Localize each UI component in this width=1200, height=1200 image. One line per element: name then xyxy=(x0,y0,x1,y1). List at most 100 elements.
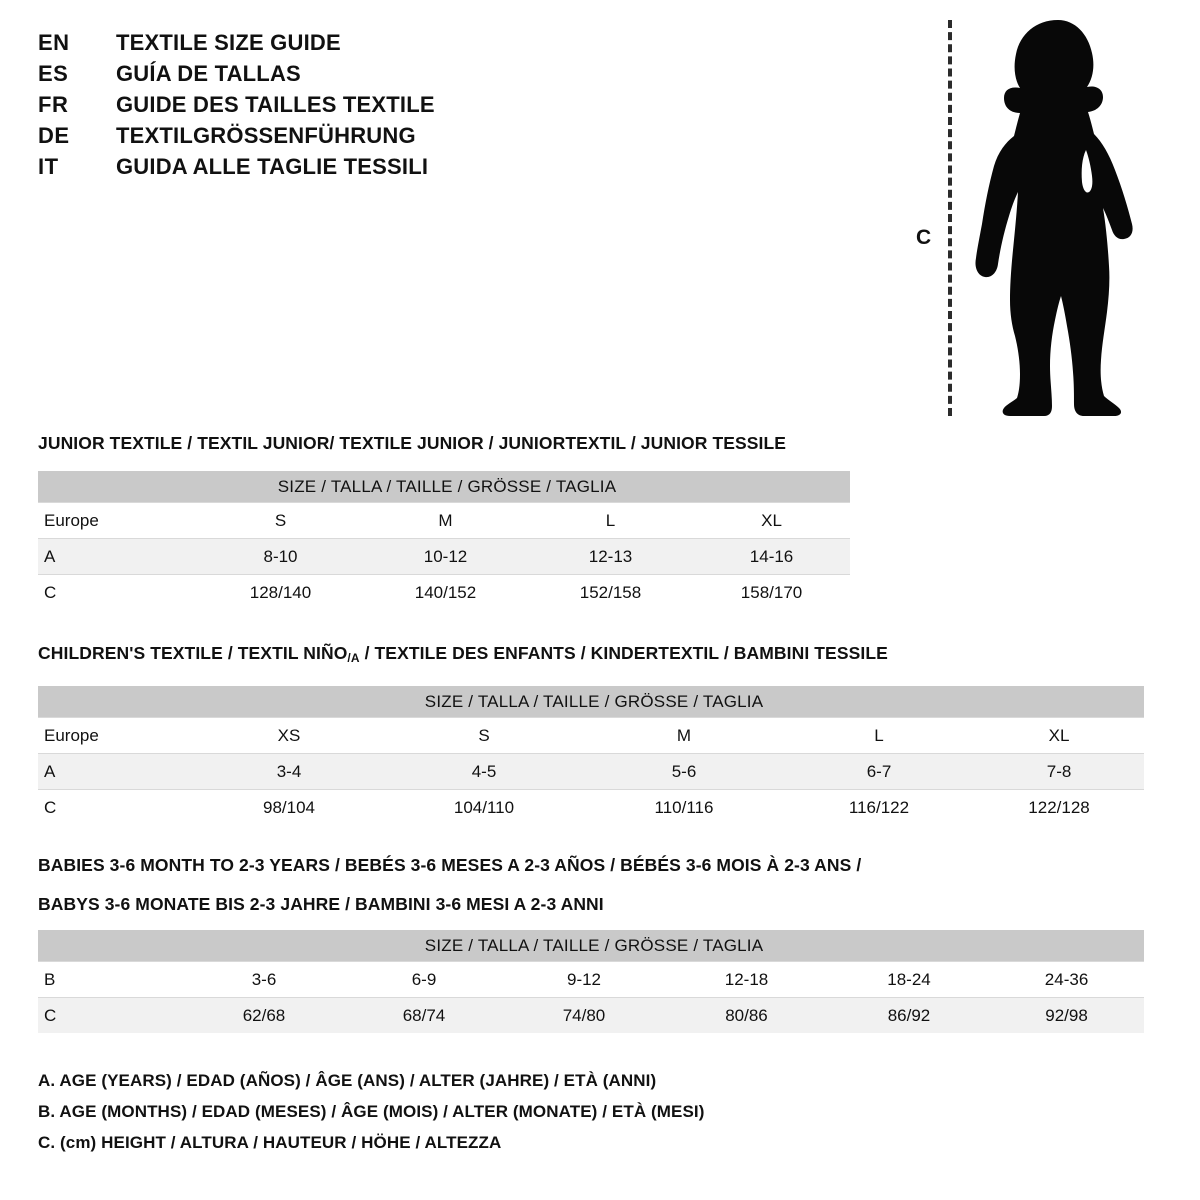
legend-line: B. AGE (MONTHS) / EDAD (MESES) / ÂGE (MO… xyxy=(38,1102,705,1121)
height-dashed-line xyxy=(948,20,952,416)
size-header-bar-label: SIZE / TALLA / TAILLE / GRÖSSE / TAGLIA xyxy=(424,935,764,955)
children-title-pre: CHILDREN'S TEXTILE / TEXTIL NIÑO xyxy=(38,643,348,663)
table-row: A 3-4 4-5 5-6 6-7 7-8 xyxy=(38,753,1145,790)
size-value-cell: 152/158 xyxy=(528,574,693,610)
height-diagram: C xyxy=(900,12,1160,422)
size-value-cell: 62/68 xyxy=(184,997,344,1033)
children-size-table: SIZE / TALLA / TAILLE / GRÖSSE / TAGLIA E… xyxy=(38,686,1145,825)
babies-section-title-line2: BABYS 3-6 MONATE BIS 2-3 JAHRE / BAMBINI… xyxy=(38,894,604,914)
language-title-list: EN TEXTILE SIZE GUIDE ES GUÍA DE TALLAS FR GU… xyxy=(38,30,598,185)
size-value-cell: 5-6 xyxy=(584,753,784,790)
size-value-cell: L xyxy=(784,717,974,754)
size-value-cell: 122/128 xyxy=(974,789,1145,825)
size-header-bar-cell: SIZE / TALLA / TAILLE / GRÖSSE / TAGLIA xyxy=(38,930,1145,962)
row-label-cell: Europe xyxy=(38,502,198,539)
table-row: C 128/140 140/152 152/158 158/170 xyxy=(38,574,851,610)
language-row: FR GUIDE DES TAILLES TEXTILE xyxy=(38,92,598,123)
table-row: B 3-6 6-9 9-12 12-18 18-24 24-36 xyxy=(38,961,1145,998)
language-guide-title: GUIDA ALLE TAGLIE TESSILI xyxy=(116,154,429,179)
size-value-cell: XL xyxy=(974,717,1145,754)
size-value-cell: S xyxy=(198,502,363,539)
language-guide-title: TEXTILGRÖSSENFÜHRUNG xyxy=(116,123,416,148)
table-row: Europe S M L XL xyxy=(38,502,851,539)
size-value-cell: 6-7 xyxy=(784,753,974,790)
table-row: A 8-10 10-12 12-13 14-16 xyxy=(38,538,851,575)
size-value-cell: 3-6 xyxy=(184,961,344,998)
language-row: DE TEXTILGRÖSSENFÜHRUNG xyxy=(38,123,598,154)
row-label-cell: C xyxy=(38,574,198,610)
size-value-cell: 12-18 xyxy=(664,961,829,998)
size-header-bar-cell: SIZE / TALLA / TAILLE / GRÖSSE / TAGLIA xyxy=(38,471,851,503)
size-value-cell: L xyxy=(528,502,693,539)
size-value-cell: 98/104 xyxy=(194,789,384,825)
children-title-post: / TEXTILE DES ENFANTS / KINDERTEXTIL / B… xyxy=(359,643,888,663)
language-code: DE xyxy=(38,123,70,148)
junior-size-table: SIZE / TALLA / TAILLE / GRÖSSE / TAGLIA E… xyxy=(38,471,851,610)
language-code: IT xyxy=(38,154,59,179)
size-value-cell: 86/92 xyxy=(829,997,989,1033)
language-guide-title: TEXTILE SIZE GUIDE xyxy=(116,30,341,55)
children-section-title: CHILDREN'S TEXTILE / TEXTIL NIÑO/A / TEX… xyxy=(38,640,1144,672)
size-header-bar-row: SIZE / TALLA / TAILLE / GRÖSSE / TAGLIA xyxy=(38,930,1145,962)
size-value-cell: 116/122 xyxy=(784,789,974,825)
size-value-cell: 80/86 xyxy=(664,997,829,1033)
language-guide-title: GUÍA DE TALLAS xyxy=(116,61,301,86)
size-value-cell: 68/74 xyxy=(344,997,504,1033)
size-value-cell: 104/110 xyxy=(384,789,584,825)
row-label-cell: C xyxy=(38,789,194,825)
size-value-cell: 24-36 xyxy=(989,961,1145,998)
size-value-cell: 3-4 xyxy=(194,753,384,790)
row-label-cell: Europe xyxy=(38,717,194,754)
language-code: ES xyxy=(38,61,69,86)
size-value-cell: 8-10 xyxy=(198,538,363,575)
row-label-cell: A xyxy=(38,753,194,790)
language-row: IT GUIDA ALLE TAGLIE TESSILI xyxy=(38,154,598,185)
legend-line: A. AGE (YEARS) / EDAD (AÑOS) / ÂGE (ANS)… xyxy=(38,1071,657,1090)
size-value-cell: M xyxy=(584,717,784,754)
table-row: C 62/68 68/74 74/80 80/86 86/92 92/98 xyxy=(38,997,1145,1033)
language-guide-title: GUIDE DES TAILLES TEXTILE xyxy=(116,92,435,117)
size-header-bar-row: SIZE / TALLA / TAILLE / GRÖSSE / TAGLIA xyxy=(38,471,851,503)
size-value-cell: 6-9 xyxy=(344,961,504,998)
junior-textile-section: JUNIOR TEXTILE / TEXTIL JUNIOR/ TEXTILE … xyxy=(38,430,851,610)
row-label-cell: A xyxy=(38,538,198,575)
language-code: EN xyxy=(38,30,70,55)
babies-section-title-line1: BABIES 3-6 MONTH TO 2-3 YEARS / BEBÉS 3-… xyxy=(38,855,862,875)
language-row: EN TEXTILE SIZE GUIDE xyxy=(38,30,598,61)
legend-line: C. (cm) HEIGHT / ALTURA / HAUTEUR / HÖHE… xyxy=(38,1133,502,1152)
size-value-cell: 10-12 xyxy=(363,538,528,575)
size-value-cell: S xyxy=(384,717,584,754)
size-header-bar-label: SIZE / TALLA / TAILLE / GRÖSSE / TAGLIA xyxy=(424,691,764,711)
size-value-cell: 158/170 xyxy=(693,574,851,610)
size-value-cell: 14-16 xyxy=(693,538,851,575)
size-header-bar-cell: SIZE / TALLA / TAILLE / GRÖSSE / TAGLIA xyxy=(38,686,1145,718)
table-row: C 98/104 104/110 110/116 116/122 122/128 xyxy=(38,789,1145,825)
height-label-c: C xyxy=(916,226,932,249)
babies-size-table: SIZE / TALLA / TAILLE / GRÖSSE / TAGLIA B… xyxy=(38,930,1145,1033)
row-label-cell: B xyxy=(38,961,184,998)
children-title-sub: /A xyxy=(347,651,360,665)
toddler-silhouette-icon xyxy=(975,20,1133,416)
size-value-cell: M xyxy=(363,502,528,539)
size-value-cell: 12-13 xyxy=(528,538,693,575)
size-value-cell: 18-24 xyxy=(829,961,989,998)
size-value-cell: 110/116 xyxy=(584,789,784,825)
size-header-bar-row: SIZE / TALLA / TAILLE / GRÖSSE / TAGLIA xyxy=(38,686,1145,718)
legend-list: A. AGE (YEARS) / EDAD (AÑOS) / ÂGE (ANS)… xyxy=(38,1065,705,1158)
size-value-cell: 92/98 xyxy=(989,997,1145,1033)
size-header-bar-label: SIZE / TALLA / TAILLE / GRÖSSE / TAGLIA xyxy=(277,476,617,496)
size-value-cell: 4-5 xyxy=(384,753,584,790)
size-value-cell: 7-8 xyxy=(974,753,1145,790)
junior-section-title: JUNIOR TEXTILE / TEXTIL JUNIOR/ TEXTILE … xyxy=(38,433,787,453)
children-textile-section: CHILDREN'S TEXTILE / TEXTIL NIÑO/A / TEX… xyxy=(38,640,1145,825)
size-value-cell: XS xyxy=(194,717,384,754)
language-row: ES GUÍA DE TALLAS xyxy=(38,61,598,92)
size-value-cell: 128/140 xyxy=(198,574,363,610)
babies-textile-section: BABIES 3-6 MONTH TO 2-3 YEARS / BEBÉS 3-… xyxy=(38,852,1145,1033)
size-value-cell: 9-12 xyxy=(504,961,664,998)
row-label-cell: C xyxy=(38,997,184,1033)
table-row: Europe XS S M L XL xyxy=(38,717,1145,754)
language-code: FR xyxy=(38,92,69,117)
size-value-cell: 74/80 xyxy=(504,997,664,1033)
size-value-cell: XL xyxy=(693,502,851,539)
